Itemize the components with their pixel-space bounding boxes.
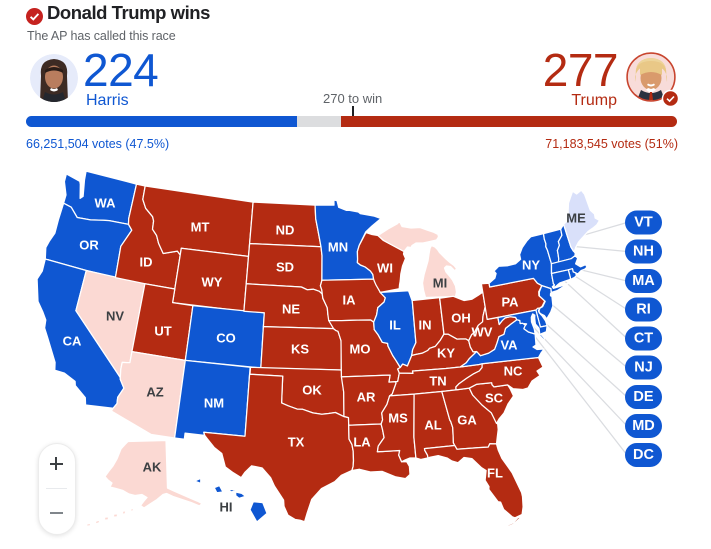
svg-text:KY: KY (437, 346, 455, 361)
svg-text:VT: VT (634, 215, 653, 231)
svg-text:AR: AR (357, 390, 376, 405)
svg-text:MA: MA (632, 273, 655, 289)
svg-text:WV: WV (472, 325, 493, 340)
svg-text:IA: IA (343, 293, 357, 308)
svg-text:NE: NE (282, 302, 300, 317)
svg-text:OR: OR (79, 238, 99, 253)
svg-text:HI: HI (220, 500, 233, 515)
svg-text:OK: OK (302, 383, 322, 398)
svg-text:UT: UT (154, 324, 171, 339)
svg-text:NY: NY (522, 258, 540, 273)
svg-text:AL: AL (424, 418, 441, 433)
svg-text:DE: DE (633, 389, 653, 405)
svg-text:CO: CO (216, 331, 236, 346)
svg-text:RI: RI (636, 302, 651, 318)
svg-text:WA: WA (95, 196, 117, 211)
svg-text:MS: MS (388, 411, 408, 426)
svg-text:MT: MT (191, 220, 210, 235)
svg-text:DC: DC (633, 447, 654, 463)
svg-text:VA: VA (500, 338, 518, 353)
svg-text:GA: GA (457, 413, 477, 428)
svg-text:AZ: AZ (146, 385, 163, 400)
svg-text:MO: MO (350, 342, 371, 357)
svg-text:ME: ME (566, 211, 586, 226)
svg-text:OH: OH (451, 311, 471, 326)
svg-text:ID: ID (140, 255, 153, 270)
svg-text:WY: WY (202, 275, 223, 290)
svg-text:TN: TN (429, 374, 446, 389)
svg-text:KS: KS (291, 342, 309, 357)
svg-text:MN: MN (328, 240, 348, 255)
svg-text:TX: TX (288, 435, 305, 450)
svg-text:NV: NV (106, 309, 124, 324)
svg-text:CT: CT (634, 331, 653, 347)
svg-text:NH: NH (633, 244, 654, 260)
svg-text:SC: SC (485, 391, 504, 406)
svg-text:NJ: NJ (634, 360, 653, 376)
svg-text:AK: AK (143, 460, 162, 475)
svg-text:CA: CA (63, 334, 82, 349)
svg-text:PA: PA (501, 295, 519, 310)
svg-text:IN: IN (419, 318, 432, 333)
svg-text:ND: ND (276, 223, 295, 238)
svg-text:WI: WI (377, 261, 393, 276)
svg-text:FL: FL (487, 466, 503, 481)
svg-text:MI: MI (433, 276, 447, 291)
svg-text:LA: LA (353, 435, 371, 450)
svg-text:SD: SD (276, 260, 294, 275)
svg-text:MD: MD (632, 418, 655, 434)
svg-text:NC: NC (504, 364, 523, 379)
svg-text:IL: IL (389, 318, 401, 333)
svg-text:NM: NM (204, 396, 224, 411)
